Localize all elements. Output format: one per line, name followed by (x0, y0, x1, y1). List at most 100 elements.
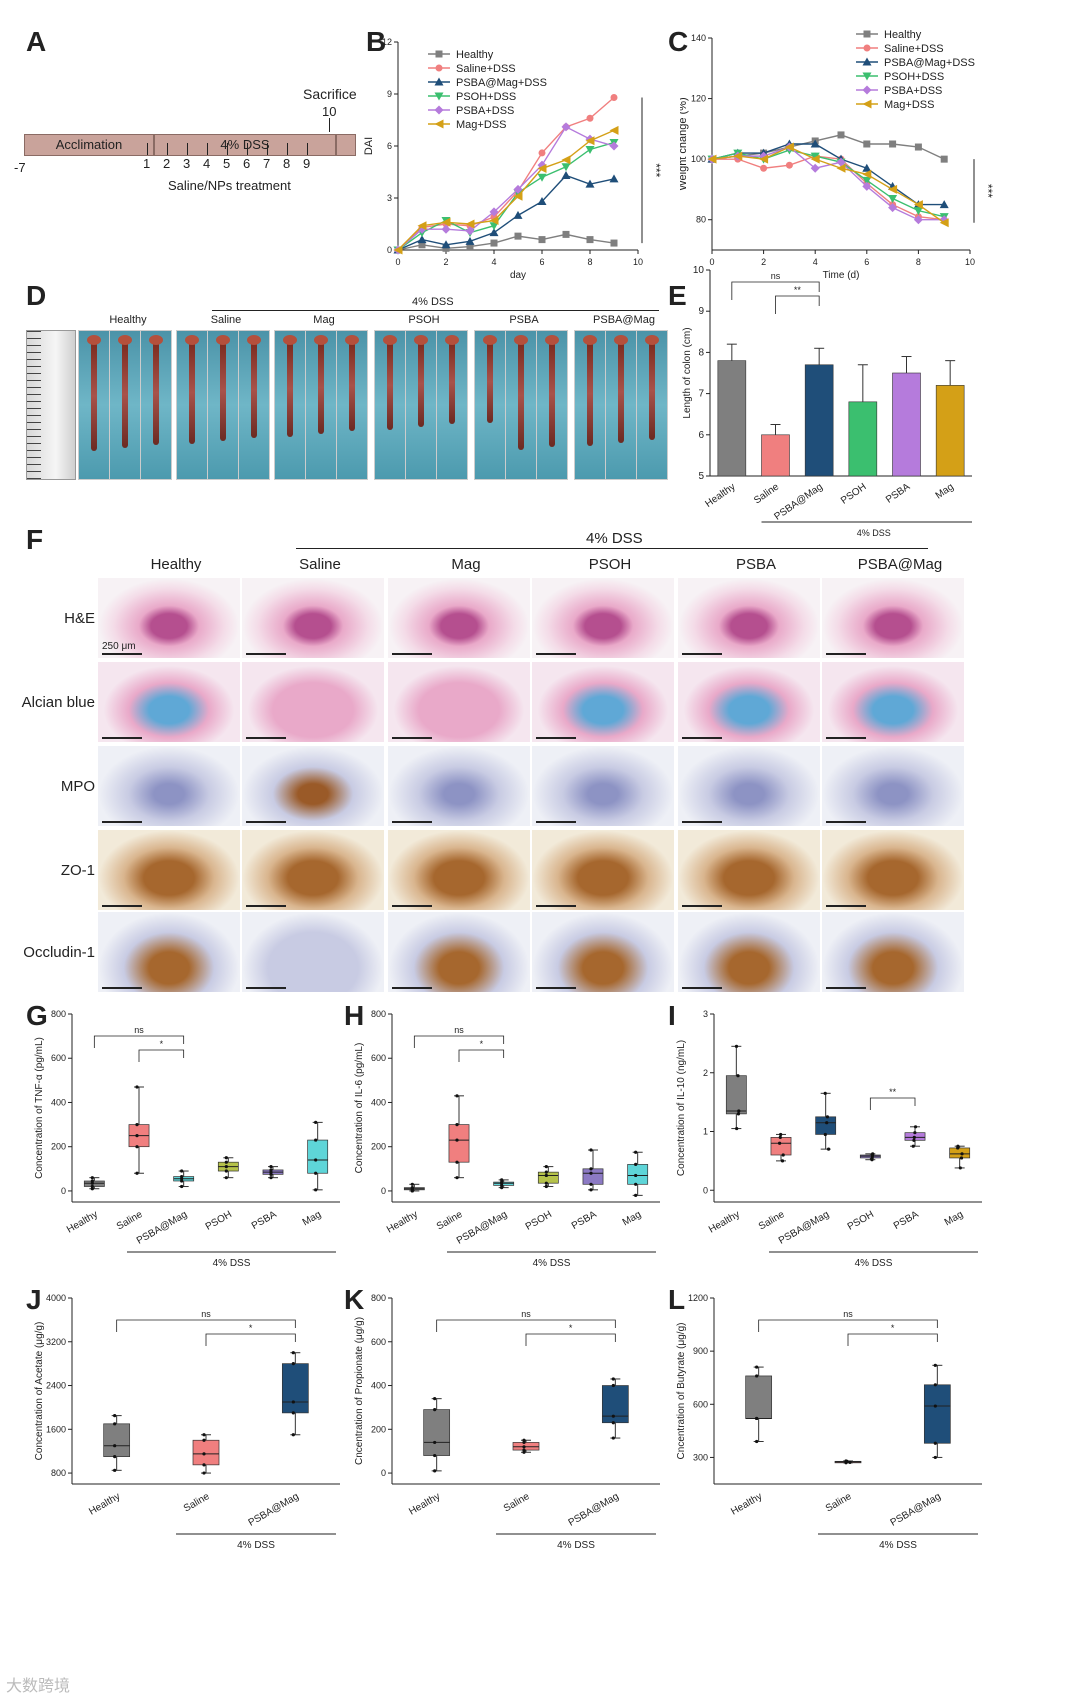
data-point (589, 1171, 593, 1175)
dss-label: 4% DSS (220, 137, 270, 152)
comparison-bracket (205, 1333, 296, 1346)
box (512, 1442, 540, 1451)
data-point (586, 236, 594, 244)
comparison-label: ns (454, 1025, 464, 1035)
data-point (490, 239, 498, 247)
data-point (455, 1094, 459, 1098)
cecum (445, 335, 459, 345)
colon-photo (274, 330, 306, 480)
category-label: Saline (824, 1491, 854, 1515)
scale-bar (536, 905, 576, 907)
scale-bar (246, 737, 286, 739)
y-tick-label: 1200 (688, 1293, 708, 1303)
data-point (433, 1453, 437, 1458)
colon-tissue (122, 341, 128, 448)
data-point (844, 1459, 848, 1463)
colon-photo (505, 330, 537, 480)
histology-image (388, 830, 530, 910)
photo-group-label: PSOH (408, 314, 440, 326)
data-point (913, 1125, 918, 1129)
data-point (826, 1147, 831, 1151)
data-point (634, 1193, 638, 1197)
y-tick-label: 200 (371, 1142, 386, 1152)
day-tick (247, 143, 248, 155)
data-point (823, 1132, 827, 1137)
category-label: PSBA (570, 1209, 599, 1232)
data-point (611, 1421, 615, 1425)
histology-image (98, 912, 240, 992)
legend-label: PSOH+DSS (884, 71, 944, 83)
data-point (180, 1179, 184, 1183)
series-PSOH+DSS (393, 139, 619, 255)
day-tick (307, 143, 308, 155)
histology-image (532, 912, 674, 992)
data-point (825, 1121, 829, 1125)
colon-tissue (153, 341, 159, 445)
day-tick (187, 143, 188, 155)
cecum (383, 335, 397, 345)
histology-image (242, 746, 384, 826)
legend-label: Saline+DSS (456, 63, 516, 75)
panel-letter-h: H (344, 1000, 365, 1031)
box-PSBA@Mag (493, 1178, 515, 1190)
y-tick-label: 3 (387, 193, 392, 203)
data-point (314, 1188, 318, 1192)
cecum (216, 335, 230, 345)
histology-image (388, 912, 530, 992)
x-tick-label: 8 (916, 257, 921, 267)
legend-marker (435, 64, 443, 72)
legend-marker (435, 50, 443, 58)
colon-photo (436, 330, 468, 480)
data-point (780, 1159, 785, 1163)
data-point (410, 1182, 414, 1186)
comparison-bracket (116, 1319, 296, 1332)
category-label: Healthy (407, 1491, 442, 1517)
y-tick-label: 600 (371, 1337, 386, 1347)
histology-image (822, 912, 964, 992)
comparison-bracket (458, 1049, 505, 1062)
scale-bar (246, 821, 286, 823)
legend-marker (434, 77, 444, 86)
day-tick (207, 143, 208, 155)
scale-bar (826, 737, 866, 739)
bar (717, 360, 747, 477)
scale-bar (826, 905, 866, 907)
scale-bar (682, 737, 722, 739)
y-axis-label: Concentration of Acetate (μg/g) (34, 1322, 45, 1461)
data-point (888, 195, 898, 204)
histology-image (98, 746, 240, 826)
data-point (455, 1176, 459, 1180)
timeline-dss: 4% DSS (154, 134, 336, 156)
data-point (755, 1374, 759, 1378)
data-point (522, 1440, 526, 1445)
data-point (314, 1171, 318, 1175)
scale-bar (682, 987, 722, 989)
data-point (180, 1177, 184, 1181)
series-line (397, 129, 615, 251)
data-point (823, 1091, 827, 1095)
data-point (940, 155, 948, 163)
y-tick-label: 1600 (46, 1424, 66, 1434)
data-point (562, 230, 570, 238)
panel-letter-g: G (26, 1000, 48, 1031)
scale-bar (682, 821, 722, 823)
legend-label: PSBA@Mag+DSS (456, 77, 547, 89)
category-label: PSBA@Mag (135, 1209, 189, 1247)
data-point (586, 114, 594, 122)
category-label: PSBA@Mag (889, 1491, 943, 1529)
y-tick-label: 0 (381, 1468, 386, 1478)
y-tick-label: 9 (387, 89, 392, 99)
series-line (711, 146, 945, 221)
y-tick-label: 2400 (46, 1381, 66, 1391)
data-point (465, 236, 475, 245)
histology-image (388, 662, 530, 742)
y-tick-label: 600 (51, 1053, 66, 1063)
data-point (585, 179, 595, 188)
legend-label: Healthy (884, 30, 922, 41)
legend-marker (862, 99, 872, 109)
panel-letter-l: L (668, 1284, 686, 1315)
y-axis-label: Cncentration of Propionate (μg/g) (354, 1317, 365, 1465)
day-tick (147, 143, 148, 155)
data-point (291, 1433, 295, 1437)
data-point (933, 1383, 937, 1387)
